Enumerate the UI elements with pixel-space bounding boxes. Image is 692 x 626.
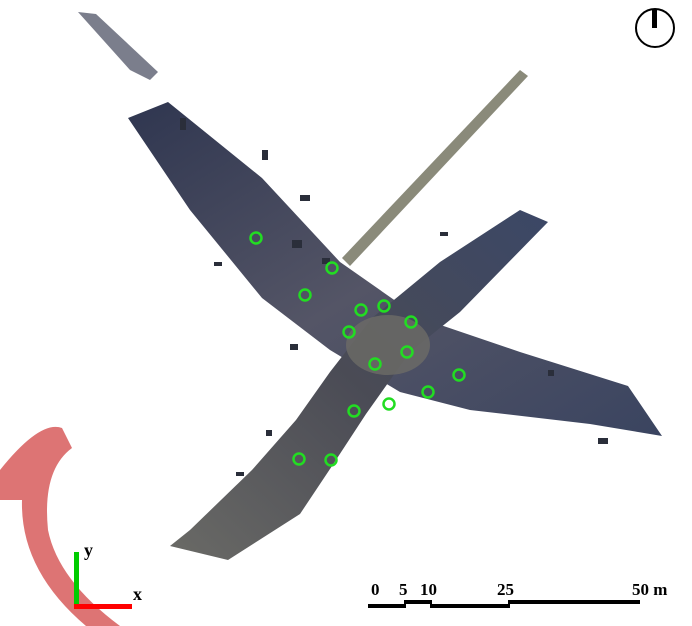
scale-bar <box>368 600 640 608</box>
marker-8 <box>400 345 414 359</box>
marker-10 <box>452 368 466 382</box>
point-noise <box>180 118 608 476</box>
marker-5 <box>377 299 391 313</box>
road-nw-se <box>128 102 662 436</box>
marker-layer <box>249 231 466 467</box>
x-axis-label: x <box>133 584 142 604</box>
x-axis-line <box>74 604 132 609</box>
north-arrow-icon <box>635 8 675 48</box>
intersection-area <box>346 315 430 375</box>
road-strip-ne <box>342 70 528 266</box>
marker-9 <box>368 357 382 371</box>
marker-12 <box>382 397 396 411</box>
scale-label-50m: 50 m <box>632 580 668 599</box>
y-axis-label: y <box>84 540 93 560</box>
scale-label-25: 25 <box>497 580 514 599</box>
marker-14 <box>292 452 306 466</box>
red-curve-shape <box>0 426 120 626</box>
marker-6 <box>404 315 418 329</box>
scale-label-5: 5 <box>399 580 408 599</box>
marker-3 <box>298 288 312 302</box>
marker-15 <box>324 453 338 467</box>
road-ne-sw <box>170 210 548 560</box>
marker-2 <box>325 261 339 275</box>
marker-4 <box>354 303 368 317</box>
marker-7 <box>342 325 356 339</box>
axis-indicator <box>74 552 132 609</box>
y-axis-line <box>74 552 79 608</box>
marker-11 <box>421 385 435 399</box>
marker-1 <box>249 231 263 245</box>
marker-13 <box>347 404 361 418</box>
scale-label-10: 10 <box>420 580 437 599</box>
scale-label-0: 0 <box>371 580 380 599</box>
road-strip-nw-far <box>78 12 158 80</box>
